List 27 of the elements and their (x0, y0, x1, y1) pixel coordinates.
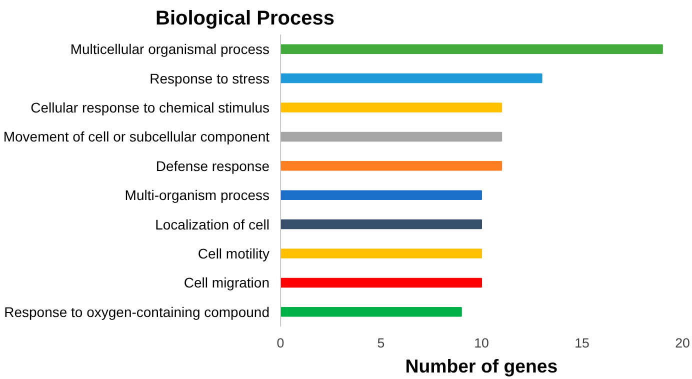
bar (280, 248, 482, 258)
y-tick-label: Localization of cell (155, 216, 270, 232)
y-tick-label: Cell motility (198, 246, 270, 262)
x-tick-label: 10 (474, 336, 489, 350)
bar (280, 73, 542, 84)
y-tick-label: Response to oxygen-containing compound (4, 304, 270, 320)
bar (280, 44, 663, 54)
y-tick-label: Cellular response to chemical stimulus (30, 100, 270, 116)
x-axis-title: Number of genes (405, 356, 558, 376)
x-tick-label: 15 (574, 336, 590, 350)
x-tick-label: 20 (675, 336, 690, 350)
x-tick-label: 0 (276, 336, 284, 350)
x-tick-label: 5 (377, 336, 385, 350)
bar (280, 102, 502, 112)
y-tick-label: Response to stress (150, 70, 270, 86)
bar (280, 219, 482, 230)
bar (280, 132, 502, 142)
bar (280, 190, 482, 200)
y-tick-label: Defense response (156, 158, 270, 174)
chart-title: Biological Process (156, 8, 334, 30)
y-tick-label: Cell migration (184, 274, 270, 291)
bar (280, 161, 502, 171)
y-tick-label: Multi-organism process (124, 187, 270, 204)
y-tick-label: Multicellular organismal process (70, 41, 270, 58)
bar (280, 278, 482, 288)
bar (280, 307, 462, 317)
y-tick-label: Movement of cell or subcellular component (3, 128, 270, 145)
